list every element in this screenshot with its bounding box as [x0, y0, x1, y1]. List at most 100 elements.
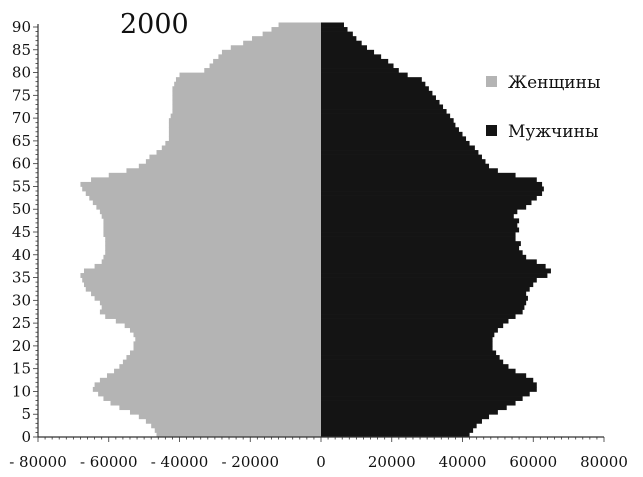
bar-female-age-31 — [91, 291, 321, 297]
bar-female-age-70 — [170, 113, 321, 119]
bar-male-age-43 — [321, 236, 516, 242]
bar-female-age-18 — [129, 350, 321, 356]
x-tick-label: - 80000 — [9, 453, 67, 471]
bar-male-age-88 — [321, 31, 353, 37]
bar-female-age-39 — [103, 254, 321, 260]
bar-female-age-80 — [204, 68, 321, 73]
x-tick-label: 60000 — [509, 453, 557, 471]
bar-male-age-52 — [321, 195, 537, 201]
y-tick-label: 20 — [12, 337, 31, 355]
bar-male-age-65 — [321, 136, 467, 142]
bar-male-age-89 — [321, 27, 348, 32]
bar-male-age-29 — [321, 300, 527, 306]
bar-male-age-0 — [321, 432, 470, 438]
bar-female-age-5 — [129, 409, 321, 415]
bar-male-age-25 — [321, 318, 509, 324]
bar-male-age-67 — [321, 127, 459, 133]
bar-female-age-32 — [85, 286, 321, 292]
bar-male-age-13 — [321, 373, 527, 379]
bar-female-age-73 — [172, 99, 321, 105]
bar-male-age-66 — [321, 131, 463, 137]
bar-female-age-46 — [103, 222, 321, 228]
bar-female-age-0 — [156, 432, 321, 438]
bar-male-age-37 — [321, 263, 546, 269]
bar-male-age-55 — [321, 181, 543, 187]
bar-female-age-81 — [209, 63, 321, 69]
bar-female-age-25 — [115, 318, 322, 324]
bar-female-age-17 — [126, 355, 321, 360]
legend-label-male: Мужчины — [508, 122, 598, 142]
bar-male-age-22 — [321, 332, 495, 338]
bar-female-age-4 — [138, 414, 321, 420]
bar-female-age-43 — [105, 236, 322, 242]
bar-female-age-49 — [99, 209, 321, 215]
y-tick-label: 35 — [12, 269, 31, 287]
bar-female-age-44 — [103, 232, 321, 237]
bar-male-age-82 — [321, 58, 389, 64]
bar-female-age-38 — [101, 259, 322, 265]
bar-male-age-16 — [321, 359, 504, 365]
y-tick-label: 60 — [12, 155, 31, 173]
bar-female-age-52 — [89, 195, 321, 201]
bar-male-age-38 — [321, 259, 537, 265]
bar-female-age-65 — [168, 136, 321, 142]
bar-female-age-85 — [230, 45, 321, 51]
bar-female-age-9 — [98, 391, 321, 397]
bar-female-age-30 — [94, 295, 321, 301]
bar-male-age-4 — [321, 414, 490, 420]
bar-female-age-64 — [165, 140, 321, 146]
bar-female-age-77 — [174, 81, 321, 87]
bar-male-age-63 — [321, 145, 475, 151]
bar-female-age-54 — [82, 186, 321, 192]
bar-male-age-53 — [321, 191, 543, 196]
bar-male-age-50 — [321, 204, 527, 210]
bar-male-age-54 — [321, 186, 544, 192]
bar-female-age-8 — [103, 396, 321, 401]
bar-male-age-77 — [321, 81, 426, 87]
bar-female-age-20 — [133, 341, 321, 347]
bar-male-age-35 — [321, 273, 548, 278]
male-bars-group — [321, 22, 551, 438]
bar-female-age-6 — [119, 405, 321, 411]
bar-female-age-26 — [105, 314, 322, 319]
bar-female-age-36 — [83, 268, 322, 274]
bar-male-age-78 — [321, 77, 422, 83]
bar-male-age-7 — [321, 400, 516, 406]
bar-male-age-90 — [321, 22, 344, 28]
bar-male-age-36 — [321, 268, 551, 274]
bar-male-age-71 — [321, 109, 447, 114]
bar-female-age-51 — [92, 200, 321, 206]
bar-male-age-47 — [321, 218, 520, 224]
bar-female-age-83 — [218, 54, 321, 60]
bar-female-age-7 — [110, 400, 322, 406]
bar-male-age-12 — [321, 377, 534, 383]
bar-female-age-45 — [103, 227, 321, 233]
bar-female-age-53 — [85, 191, 321, 196]
bar-male-age-17 — [321, 355, 500, 360]
bar-female-age-22 — [133, 332, 321, 338]
bar-male-age-21 — [321, 336, 493, 342]
bar-male-age-3 — [321, 418, 482, 424]
x-tick-label: 80000 — [580, 453, 628, 471]
bar-female-age-71 — [172, 109, 321, 114]
bar-male-age-83 — [321, 54, 382, 60]
bar-male-age-10 — [321, 386, 537, 392]
bar-male-age-33 — [321, 282, 534, 288]
bar-male-age-9 — [321, 391, 530, 397]
chart-title: 2000 — [120, 9, 189, 40]
bar-male-age-69 — [321, 118, 454, 124]
bar-male-age-32 — [321, 286, 530, 292]
bar-female-age-12 — [99, 377, 321, 383]
female-bars-group — [80, 22, 322, 438]
y-tick-label: 75 — [12, 86, 31, 104]
bar-male-age-5 — [321, 409, 498, 415]
bar-female-age-56 — [91, 177, 321, 183]
bar-male-age-62 — [321, 150, 479, 155]
bar-female-age-72 — [172, 104, 321, 110]
bar-male-age-60 — [321, 159, 486, 165]
bar-female-age-24 — [124, 323, 321, 329]
x-tick-label: 40000 — [439, 453, 487, 471]
x-tick-label: - 20000 — [221, 453, 279, 471]
bar-male-age-15 — [321, 364, 509, 370]
bar-male-age-31 — [321, 291, 527, 297]
